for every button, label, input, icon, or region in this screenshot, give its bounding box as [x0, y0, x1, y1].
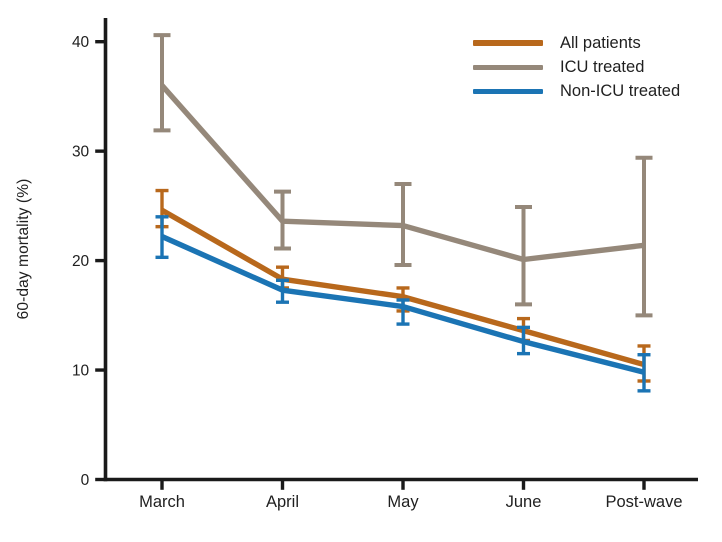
x-tick-label: May [387, 493, 419, 511]
legend-label: Non-ICU treated [560, 81, 681, 100]
x-tick-label: Post-wave [605, 493, 682, 511]
y-tick-label: 10 [72, 363, 90, 380]
y-tick-label: 20 [72, 253, 90, 270]
legend-swatch-all-patients [473, 40, 543, 46]
legend-item-all-patients: All patients [473, 31, 680, 55]
x-tick-label: March [139, 493, 185, 511]
legend-label: ICU treated [560, 57, 645, 76]
legend-swatch-non-icu-treated [473, 88, 543, 95]
x-tick-label: April [266, 493, 299, 511]
series-line-non-icu-treated [160, 234, 645, 375]
y-axis-title: 60-day mortality (%) [15, 178, 32, 320]
legend-item-non-icu-treated: Non-ICU treated [473, 79, 680, 103]
series-line-all-patients [160, 207, 645, 368]
series-line-icu-treated [159, 83, 645, 263]
y-tick-label: 0 [81, 472, 90, 489]
legend-swatch-icu-treated [473, 64, 543, 70]
y-tick-label: 30 [72, 144, 90, 161]
y-tick-label: 40 [72, 34, 90, 51]
legend-item-icu-treated: ICU treated [473, 55, 680, 79]
x-tick-label: June [506, 493, 542, 511]
legend-label: All patients [560, 33, 641, 52]
legend: All patients ICU treated Non-ICU treated [473, 31, 680, 104]
